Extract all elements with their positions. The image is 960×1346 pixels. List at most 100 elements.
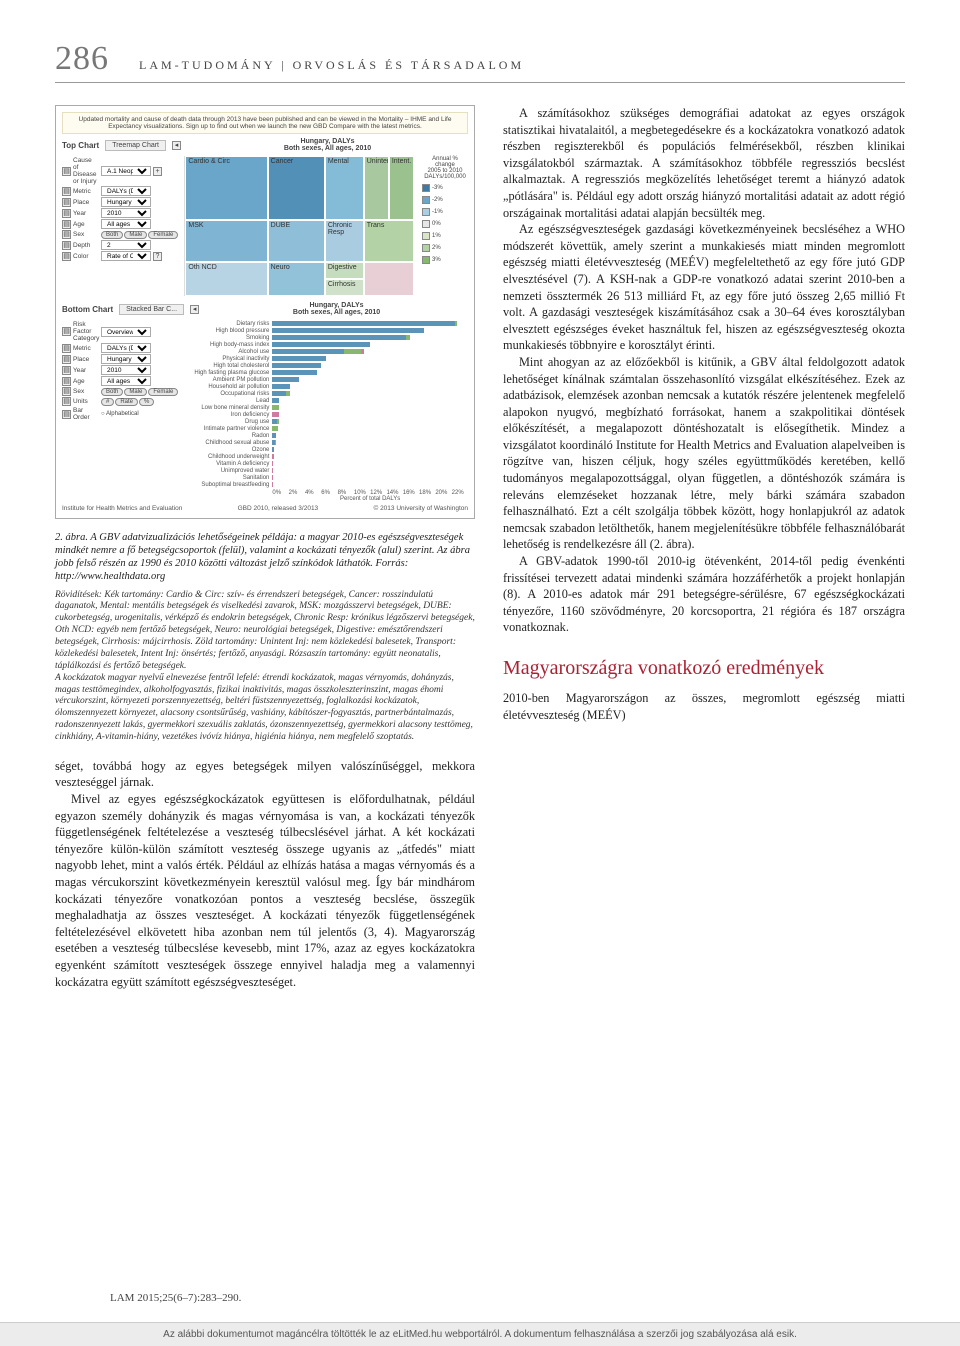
control-select[interactable]: 2 bbox=[101, 240, 151, 250]
axis-tick: 0% bbox=[272, 490, 288, 496]
control-select[interactable]: DALYs (Disabil... bbox=[101, 343, 151, 353]
legend-value: -1% bbox=[432, 209, 443, 215]
drag-icon[interactable]: ▤ bbox=[62, 366, 71, 375]
pill-option[interactable]: % bbox=[139, 398, 154, 406]
bar-row[interactable]: Alcohol use bbox=[184, 348, 468, 355]
bar-row[interactable]: High total cholesterol bbox=[184, 362, 468, 369]
bar-row[interactable]: Household air pollution bbox=[184, 383, 468, 390]
risk-barchart[interactable]: Dietary risksHigh blood pressureSmokingH… bbox=[184, 320, 468, 502]
drag-icon[interactable]: ▤ bbox=[62, 198, 71, 207]
bar-segment bbox=[406, 335, 410, 340]
sidebar-control: ▤Bar OrderAlphabetical bbox=[62, 407, 178, 421]
treemap-tile[interactable]: Intent. bbox=[389, 156, 414, 220]
drag-icon[interactable]: ▤ bbox=[62, 167, 71, 176]
control-select[interactable]: 2010 bbox=[101, 365, 151, 375]
control-extra-button[interactable]: ? bbox=[153, 252, 162, 261]
bar-row[interactable]: Smoking bbox=[184, 334, 468, 341]
treemap-tile[interactable]: Cardio & Circ bbox=[185, 156, 267, 220]
sidebar-control: ▤AgeAll ages bbox=[62, 219, 178, 229]
bar-row[interactable]: Sanitation bbox=[184, 474, 468, 481]
drag-icon[interactable]: ▤ bbox=[62, 209, 71, 218]
pill-option[interactable]: # bbox=[101, 398, 114, 406]
drag-icon[interactable]: ▤ bbox=[62, 377, 71, 386]
treemap-tile[interactable]: Digestive bbox=[325, 262, 364, 279]
treemap-tile[interactable]: MSK bbox=[185, 220, 267, 262]
control-label: Year bbox=[73, 367, 99, 374]
bar-label: Childhood sexual abuse bbox=[184, 440, 272, 446]
bar-row[interactable]: High body-mass index bbox=[184, 341, 468, 348]
treemap-tile[interactable]: Unintentional bbox=[364, 156, 389, 220]
bar-row[interactable]: Vitamin A deficiency bbox=[184, 460, 468, 467]
tab-prev-icon[interactable]: ◂ bbox=[172, 141, 181, 150]
control-select[interactable]: DALYs (Disabil... bbox=[101, 186, 151, 196]
radio-option[interactable]: Alphabetical bbox=[101, 411, 139, 417]
drag-icon[interactable]: ▤ bbox=[62, 187, 71, 196]
treemap-tile[interactable]: Cancer bbox=[268, 156, 325, 220]
bar-row[interactable]: Low bone mineral density bbox=[184, 404, 468, 411]
bar-row[interactable]: Dietary risks bbox=[184, 320, 468, 327]
bar-label: Dietary risks bbox=[184, 321, 272, 327]
bar-row[interactable]: High blood pressure bbox=[184, 327, 468, 334]
drag-icon[interactable]: ▤ bbox=[62, 252, 71, 261]
treemap-tile[interactable]: Trans bbox=[364, 220, 414, 262]
bar-row[interactable]: Suboptimal breastfeeding bbox=[184, 481, 468, 488]
pill-option[interactable]: Both bbox=[101, 231, 123, 239]
drag-icon[interactable]: ▤ bbox=[62, 387, 71, 396]
control-label: Age bbox=[73, 221, 99, 228]
bar-segment bbox=[272, 468, 273, 473]
pill-option[interactable]: Male bbox=[124, 231, 147, 239]
bar-segment bbox=[344, 349, 362, 354]
treemap[interactable]: Cardio & CircCancerMentalUnintentionalIn… bbox=[184, 156, 414, 296]
bar-row[interactable]: Physical inactivity bbox=[184, 355, 468, 362]
treemap-tile[interactable]: Cirrhosis bbox=[325, 279, 364, 296]
drag-icon[interactable]: ▤ bbox=[62, 327, 71, 336]
bar-row[interactable]: Ambient PM pollution bbox=[184, 376, 468, 383]
treemap-tab[interactable]: Treemap Chart bbox=[105, 140, 166, 151]
fig-bottom-area: ▤Risk Factor CategoryOverview▤MetricDALY… bbox=[62, 320, 468, 502]
pill-option[interactable]: Both bbox=[101, 388, 123, 396]
pill-option[interactable]: Female bbox=[148, 388, 178, 396]
control-extra-button[interactable]: + bbox=[153, 167, 162, 176]
treemap-tile[interactable]: Oth NCD bbox=[185, 262, 267, 296]
bar-row[interactable]: Occupational risks bbox=[184, 390, 468, 397]
tab-prev-icon[interactable]: ◂ bbox=[190, 305, 199, 314]
bar-row[interactable]: Childhood underweight bbox=[184, 453, 468, 460]
bar-label: Alcohol use bbox=[184, 349, 272, 355]
control-select[interactable]: Rate of Change bbox=[101, 251, 151, 261]
bar-row[interactable]: Intimate partner violence bbox=[184, 425, 468, 432]
treemap-tile[interactable] bbox=[364, 262, 414, 296]
control-select[interactable]: A.1 Neoplasms bbox=[101, 166, 151, 176]
bar-row[interactable]: Iron deficiency bbox=[184, 411, 468, 418]
barchart-tab[interactable]: Stacked Bar C... bbox=[119, 304, 184, 315]
control-select[interactable]: 2010 bbox=[101, 208, 151, 218]
control-select[interactable]: All ages bbox=[101, 376, 151, 386]
bar-track bbox=[272, 398, 468, 403]
bar-row[interactable]: Lead bbox=[184, 397, 468, 404]
bar-row[interactable]: Childhood sexual abuse bbox=[184, 439, 468, 446]
control-select[interactable]: All ages bbox=[101, 219, 151, 229]
treemap-tile[interactable]: Chronic Resp bbox=[325, 220, 364, 262]
fig-top-area: ▤Cause of Disease or InjuryA.1 Neoplasms… bbox=[62, 156, 468, 296]
drag-icon[interactable]: ▤ bbox=[62, 355, 71, 364]
control-select[interactable]: Overview bbox=[101, 327, 151, 337]
pill-option[interactable]: Male bbox=[124, 388, 147, 396]
bar-track bbox=[272, 412, 468, 417]
bar-row[interactable]: Radon bbox=[184, 432, 468, 439]
bar-row[interactable]: Drug use bbox=[184, 418, 468, 425]
treemap-tile[interactable]: DUBE bbox=[268, 220, 325, 262]
drag-icon[interactable]: ▤ bbox=[62, 241, 71, 250]
pill-option[interactable]: Rate bbox=[115, 398, 138, 406]
pill-option[interactable]: Female bbox=[148, 231, 178, 239]
drag-icon[interactable]: ▤ bbox=[62, 230, 71, 239]
bar-row[interactable]: Ozone bbox=[184, 446, 468, 453]
drag-icon[interactable]: ▤ bbox=[62, 397, 71, 406]
control-select[interactable]: Hungary bbox=[101, 197, 151, 207]
drag-icon[interactable]: ▤ bbox=[62, 220, 71, 229]
treemap-tile[interactable]: Neuro bbox=[268, 262, 325, 296]
control-select[interactable]: Hungary bbox=[101, 354, 151, 364]
drag-icon[interactable]: ▤ bbox=[62, 410, 71, 419]
bar-row[interactable]: Unimproved water bbox=[184, 467, 468, 474]
bar-row[interactable]: High fasting plasma glucose bbox=[184, 369, 468, 376]
drag-icon[interactable]: ▤ bbox=[62, 344, 71, 353]
treemap-tile[interactable]: Mental bbox=[325, 156, 364, 220]
